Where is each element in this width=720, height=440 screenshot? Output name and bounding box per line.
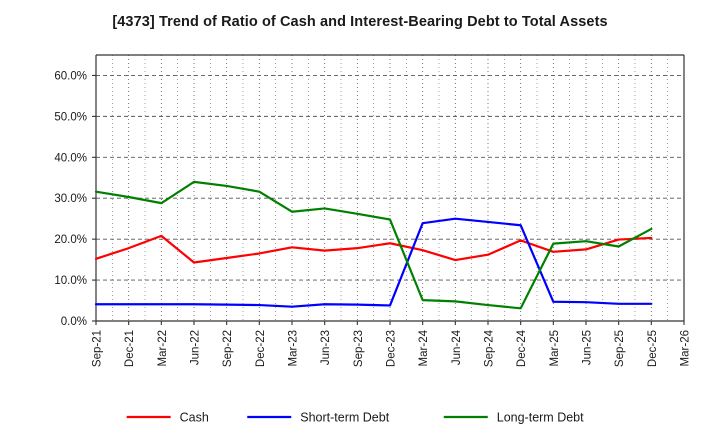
series-line-long-term-debt bbox=[94, 180, 653, 310]
y-axis-tick-label: 10.0% bbox=[54, 275, 87, 287]
x-axis-tick-label: Dec-22 bbox=[255, 330, 267, 367]
legend-label-short-term-debt: Short-term Debt bbox=[300, 410, 389, 424]
x-axis-tick-label: Sep-23 bbox=[353, 330, 365, 367]
series-line-cash bbox=[94, 234, 653, 264]
x-axis-tick-label: Dec-21 bbox=[124, 330, 136, 367]
y-axis-tick-label: 50.0% bbox=[54, 111, 87, 123]
y-axis-tick-label: 20.0% bbox=[54, 234, 87, 246]
y-axis-tick-label: 60.0% bbox=[54, 70, 87, 82]
x-axis-tick-label: Mar-26 bbox=[680, 330, 692, 366]
y-axis-tick-label: 40.0% bbox=[54, 152, 87, 164]
data-series-group bbox=[94, 180, 653, 310]
x-axis-tick-label: Mar-22 bbox=[157, 330, 169, 366]
x-axis-tick-label: Jun-23 bbox=[320, 330, 332, 365]
x-axis-tick-label: Jun-22 bbox=[190, 330, 202, 365]
x-axis-tick-label: Sep-24 bbox=[484, 329, 496, 367]
x-axis-tick-label: Jun-24 bbox=[451, 329, 463, 365]
x-axis-tick-label: Sep-21 bbox=[92, 330, 104, 367]
chart-title: [4373] Trend of Ratio of Cash and Intere… bbox=[112, 14, 608, 30]
x-axis-tick-label: Mar-25 bbox=[549, 330, 561, 366]
y-axis-tick-label: 0.0% bbox=[61, 316, 87, 328]
gridlines bbox=[95, 55, 685, 321]
x-axis-tick-label: Dec-24 bbox=[516, 329, 528, 367]
x-axis-tick-label: Sep-22 bbox=[222, 330, 234, 367]
y-axis-tick-label: 30.0% bbox=[54, 193, 87, 205]
x-axis-tick-labels: Sep-21 Dec-21 Mar-22 Jun-22 Sep-22 Dec-22 Mar-… bbox=[92, 321, 692, 367]
x-axis-tick-label: Dec-25 bbox=[647, 330, 659, 367]
x-axis-tick-label: Sep-25 bbox=[614, 330, 626, 367]
chart-legend: Cash Short-term Debt Long-term Debt bbox=[126, 410, 584, 424]
y-axis-tick-labels: 0.0% 10.0% 20.0% 30.0% 40.0% 50.0% 60.0% bbox=[54, 70, 96, 328]
legend-label-long-term-debt: Long-term Debt bbox=[497, 410, 584, 424]
x-axis-tick-label: Jun-25 bbox=[582, 330, 594, 365]
x-axis-tick-label: Mar-23 bbox=[288, 330, 300, 366]
x-axis-tick-label: Mar-24 bbox=[418, 329, 430, 366]
legend-label-cash: Cash bbox=[180, 410, 209, 424]
series-line-short-term-debt bbox=[94, 217, 653, 308]
x-axis-tick-label: Dec-23 bbox=[386, 330, 398, 367]
